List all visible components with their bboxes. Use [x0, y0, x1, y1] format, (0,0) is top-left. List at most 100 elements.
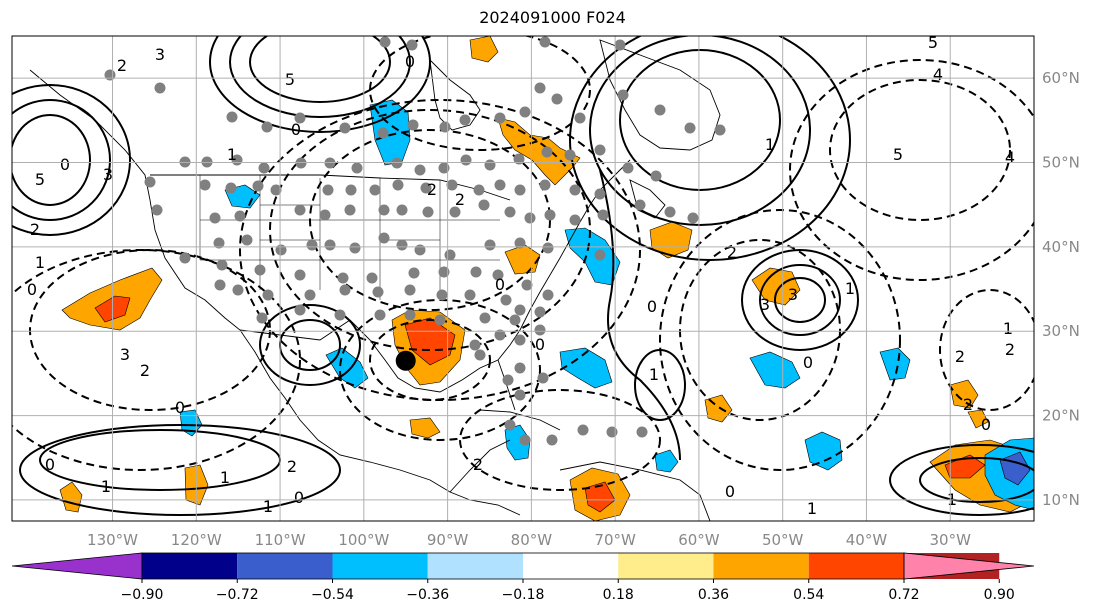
observation-dot	[351, 162, 363, 174]
observation-dot	[537, 372, 549, 384]
observation-dot	[714, 124, 726, 136]
observation-dot	[422, 206, 434, 218]
contour-label: 0	[405, 52, 415, 71]
observation-dot	[216, 259, 228, 271]
shade-bahamas-blue	[559, 347, 613, 389]
contour-label: 4	[1005, 148, 1015, 167]
observation-dot	[374, 309, 386, 321]
colorbar-label: 0.72	[888, 587, 919, 603]
observation-dot	[201, 156, 213, 168]
observation-dot	[617, 89, 629, 101]
observation-dot	[345, 184, 357, 196]
observation-dot	[502, 374, 514, 386]
central-america	[449, 439, 511, 493]
observation-dot	[378, 232, 390, 244]
contour-atlantic-3	[741, 249, 859, 351]
observation-dot	[396, 204, 408, 216]
observation-dot	[199, 179, 211, 191]
observation-dot	[306, 239, 318, 251]
observation-dot	[225, 182, 237, 194]
observation-dot	[407, 119, 419, 131]
colorbar-label: −0.72	[216, 587, 259, 603]
shade-caribbean-red	[584, 481, 616, 513]
observation-dot	[366, 272, 378, 284]
contour-atlantic-2	[759, 264, 841, 336]
observation-dot	[569, 214, 581, 226]
map-title: 2024091000 F024	[479, 8, 626, 27]
contour-label: 0	[294, 488, 304, 507]
dashed-east-1	[829, 79, 1011, 221]
colorbar-label: −0.54	[311, 587, 354, 603]
colorbar-label: −0.36	[406, 587, 449, 603]
colorbar-segment	[427, 553, 523, 579]
observation-dot	[294, 304, 306, 316]
solid-contours	[12, 36, 1034, 516]
observation-dot	[372, 286, 384, 298]
contour-greenland-1	[619, 49, 781, 191]
shade-midatl-blue	[749, 351, 801, 389]
colorbar-label: 0.90	[984, 587, 1015, 603]
contour-label: 2	[427, 180, 437, 199]
contour-label: 0	[175, 398, 185, 417]
observation-dot	[414, 164, 426, 176]
observation-dot	[234, 210, 246, 222]
observation-dot	[304, 289, 316, 301]
observation-dot	[614, 39, 626, 51]
observation-dot	[484, 239, 496, 251]
contour-label: 2	[727, 243, 737, 262]
observation-dot	[226, 111, 238, 123]
observation-dot	[378, 204, 390, 216]
shade-atl-blue-small	[879, 347, 911, 381]
contour-label: 3	[120, 345, 130, 364]
observation-dot	[396, 239, 408, 251]
latitude-ticks: 60°N 50°N 40°N 30°N 20°N 10°N	[1042, 69, 1080, 509]
contour-label: 4	[933, 65, 943, 84]
colorbar-segment	[618, 553, 714, 579]
colorbar-segment	[237, 553, 333, 579]
observation-dot	[494, 179, 506, 191]
contour-label: 1	[35, 253, 45, 272]
observation-dot	[444, 249, 456, 261]
contour-label: 2	[1005, 340, 1015, 359]
contour-atlantic-1	[774, 277, 826, 323]
observation-dot	[622, 162, 634, 174]
observation-dot	[213, 237, 225, 249]
observation-dot	[551, 93, 563, 105]
shade-east-atlantic-red	[944, 454, 986, 479]
contour-label: 0	[803, 353, 813, 372]
contour-label: 0	[291, 120, 301, 139]
lat-tick-label: 40°N	[1042, 238, 1080, 256]
colorbar-label: −0.18	[502, 587, 545, 603]
observation-dot	[254, 264, 266, 276]
observation-dot	[574, 112, 586, 124]
observation-dot	[404, 284, 416, 296]
contour-label: 3	[155, 45, 165, 64]
observation-dot	[339, 284, 351, 296]
coastlines	[29, 39, 721, 521]
contour-label: 2	[473, 455, 483, 474]
observation-dot	[261, 121, 273, 133]
lon-tick-label: 60°W	[678, 531, 720, 549]
observation-dot	[436, 289, 448, 301]
contour-label: 2	[30, 220, 40, 239]
contour-label: 1	[765, 135, 775, 154]
contour-label: 1	[101, 477, 111, 496]
observation-dot	[179, 156, 191, 168]
dashed-east-2	[789, 59, 1034, 281]
observation-dot	[494, 112, 506, 124]
shade-caribbean-blue	[804, 431, 843, 471]
contour-label: 0	[725, 482, 735, 501]
observation-dot	[594, 249, 606, 261]
observation-dot	[214, 279, 226, 291]
contour-canada-2	[229, 36, 411, 118]
contour-label: 3	[760, 295, 770, 314]
contour-label: 1	[220, 468, 230, 487]
contour-label: 0	[647, 297, 657, 316]
lat-tick-label: 30°N	[1042, 322, 1080, 340]
contour-label: 5	[928, 33, 938, 52]
observation-dot	[539, 179, 551, 191]
contour-label: 1	[263, 497, 273, 516]
contour-pacific-2	[19, 424, 341, 516]
observation-dot	[294, 204, 306, 216]
contour-canada-3	[209, 36, 431, 133]
